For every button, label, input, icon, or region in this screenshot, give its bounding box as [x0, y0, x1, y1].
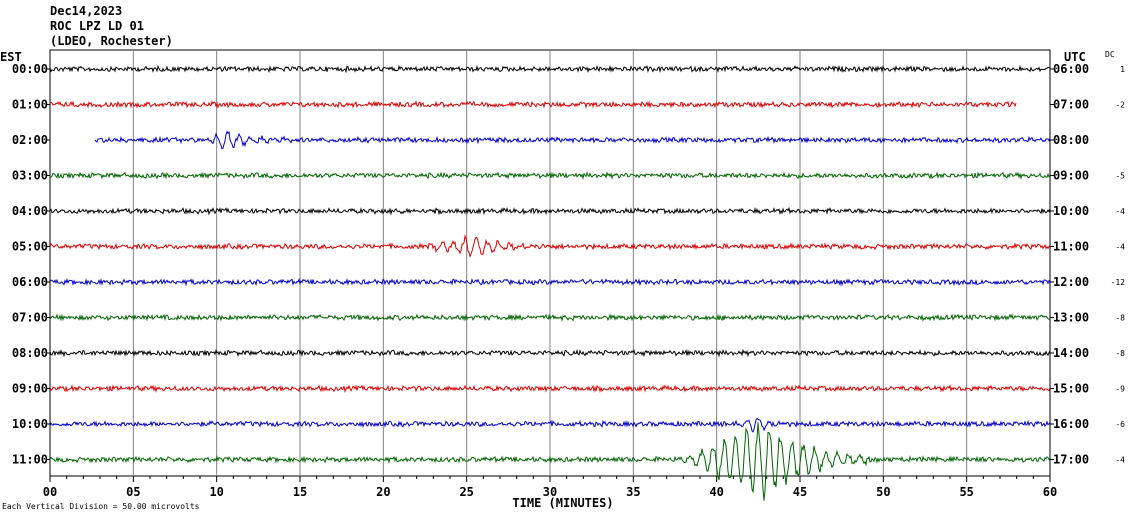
est-row-label: 05:00: [12, 240, 48, 254]
label-layer: Dec14,2023 ROC LPZ LD 01 (LDEO, Rocheste…: [0, 4, 1125, 511]
trace-row-0600: [49, 277, 1051, 287]
utc-row-label: 07:00: [1053, 98, 1089, 112]
trace-row-1100: [49, 422, 1051, 501]
trace-row-0000: [49, 64, 1051, 74]
utc-row-label: 10:00: [1053, 204, 1089, 218]
utc-row-label: 13:00: [1053, 311, 1089, 325]
est-row-label: 07:00: [12, 311, 48, 325]
trace-row-0700: [49, 313, 1051, 322]
x-tick-label: 50: [876, 485, 890, 499]
trace-row-0900: [49, 384, 1051, 394]
est-row-label: 00:00: [12, 62, 48, 76]
est-row-label: 06:00: [12, 275, 48, 289]
header-station: ROC LPZ LD 01: [50, 19, 144, 33]
trace-row-0200: [94, 130, 1051, 150]
x-tick-label: 00: [43, 485, 57, 499]
x-tick-label: 45: [793, 485, 807, 499]
x-tick-label: 10: [209, 485, 223, 499]
dc-row-value: -9: [1115, 385, 1125, 394]
utc-row-label: 16:00: [1053, 417, 1089, 431]
x-tick-label: 60: [1043, 485, 1057, 499]
utc-axis-label: UTC: [1064, 50, 1086, 64]
utc-row-label: 17:00: [1053, 453, 1089, 467]
dc-row-value: 1: [1120, 65, 1125, 74]
dc-row-value: -6: [1115, 420, 1125, 429]
utc-row-label: 14:00: [1053, 346, 1089, 360]
utc-row-label: 09:00: [1053, 169, 1089, 183]
x-tick-label: 15: [293, 485, 307, 499]
dc-row-value: -12: [1111, 278, 1126, 287]
est-axis-label: EST: [0, 50, 22, 64]
grid-layer: [46, 49, 1054, 482]
dc-row-value: -4: [1115, 243, 1125, 252]
est-row-label: 08:00: [12, 346, 48, 360]
x-tick-label: 30: [543, 485, 557, 499]
dc-row-value: -8: [1115, 314, 1125, 323]
footer-note: Each Vertical Division = 50.00 microvolt…: [2, 502, 200, 511]
est-row-label: 03:00: [12, 169, 48, 183]
est-row-label: 02:00: [12, 133, 48, 147]
trace-row-0100: [49, 100, 1017, 109]
x-tick-label: 35: [626, 485, 640, 499]
x-axis-title: TIME (MINUTES): [512, 496, 613, 510]
utc-row-label: 08:00: [1053, 133, 1089, 147]
est-row-label: 11:00: [12, 453, 48, 467]
x-tick-label: 05: [126, 485, 140, 499]
x-tick-label: 25: [459, 485, 473, 499]
trace-row-0500: [49, 234, 1051, 258]
dc-row-value: -4: [1115, 207, 1125, 216]
x-tick-label: 20: [376, 485, 390, 499]
dc-row-value: -5: [1115, 172, 1125, 181]
utc-row-label: 12:00: [1053, 275, 1089, 289]
trace-row-1000: [49, 417, 1051, 433]
trace-row-0400: [49, 206, 1051, 216]
dc-row-value: -8: [1115, 349, 1125, 358]
x-tick-label: 40: [709, 485, 723, 499]
trace-row-0800: [49, 348, 1051, 358]
header-date: Dec14,2023: [50, 4, 122, 18]
est-row-label: 10:00: [12, 417, 48, 431]
x-tick-label: 55: [959, 485, 973, 499]
header-network: (LDEO, Rochester): [50, 34, 173, 48]
utc-row-label: 06:00: [1053, 62, 1089, 76]
dc-row-value: -4: [1115, 456, 1125, 465]
trace-row-0300: [49, 171, 1051, 181]
trace-layer: [49, 64, 1051, 501]
utc-row-label: 11:00: [1053, 240, 1089, 254]
est-row-label: 04:00: [12, 204, 48, 218]
dc-row-value: -2: [1115, 101, 1125, 110]
utc-row-label: 15:00: [1053, 382, 1089, 396]
est-row-label: 09:00: [12, 382, 48, 396]
dc-axis-label: DC: [1105, 50, 1115, 59]
est-row-label: 01:00: [12, 98, 48, 112]
